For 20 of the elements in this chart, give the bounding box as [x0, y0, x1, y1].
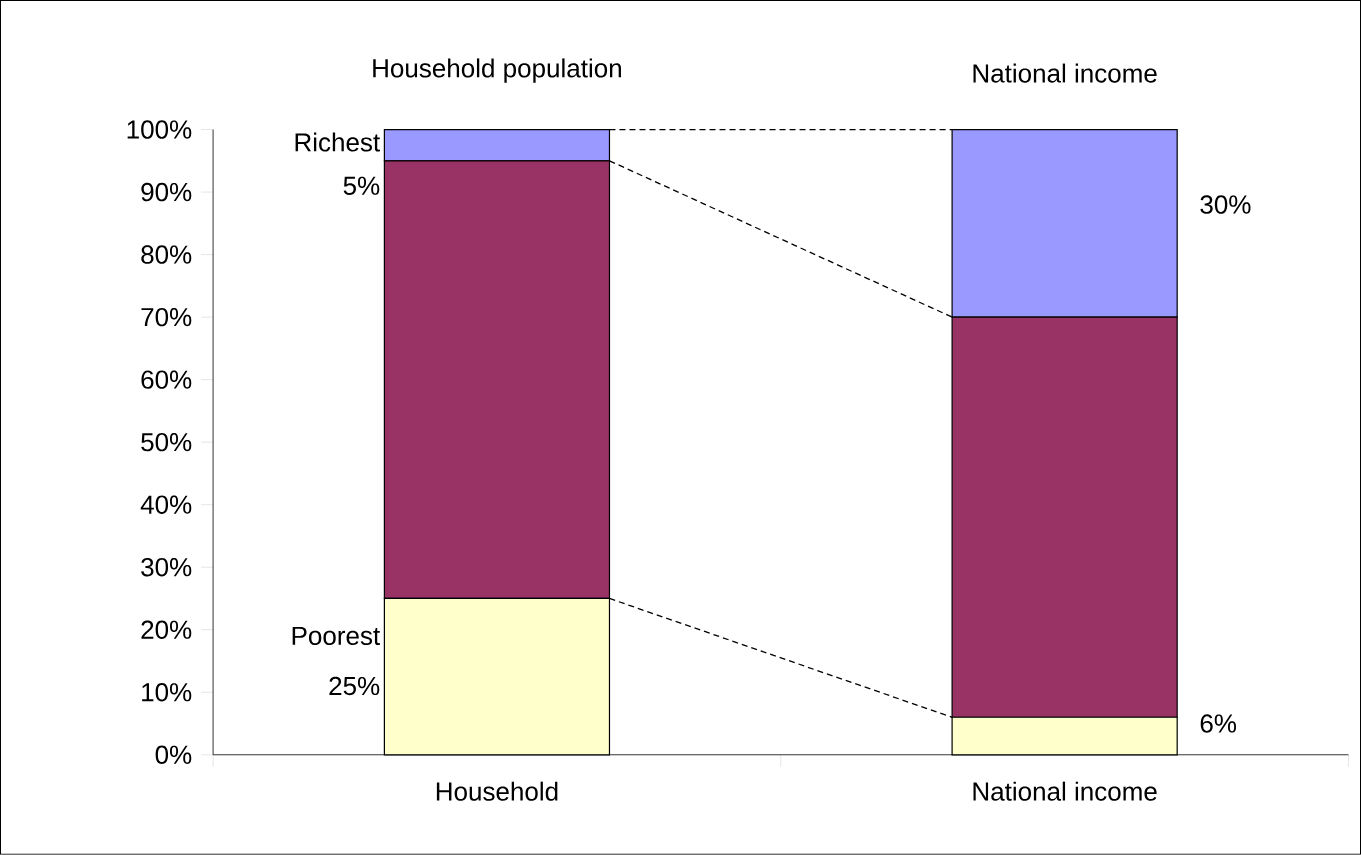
text: Household population — [373, 58, 621, 83]
y-tick-label: 90% — [141, 182, 192, 202]
annotation: 5% — [343, 176, 380, 196]
y-tick-label: 20% — [141, 620, 192, 640]
annotation: 25% — [329, 676, 380, 696]
y-tick-label: 80% — [141, 245, 192, 264]
y-tick-label: 10% — [142, 683, 192, 702]
y-tick-label: 50% — [141, 433, 192, 452]
y-tick-label: 40% — [140, 495, 192, 514]
y-tick-label: 70% — [141, 307, 192, 327]
y-tick-label: 30% — [141, 558, 192, 577]
text: National income — [973, 63, 1157, 83]
y-tick-label: 60% — [141, 370, 192, 389]
annotation: 30% — [1200, 195, 1251, 214]
x-tick-label: Household — [436, 781, 558, 801]
annotation: 6% — [1200, 714, 1237, 733]
annotation: Richest — [295, 132, 380, 152]
y-tick-label: 100% — [127, 120, 192, 139]
annotation: Poorest — [292, 626, 380, 646]
y-tick-label: 0% — [155, 745, 192, 765]
